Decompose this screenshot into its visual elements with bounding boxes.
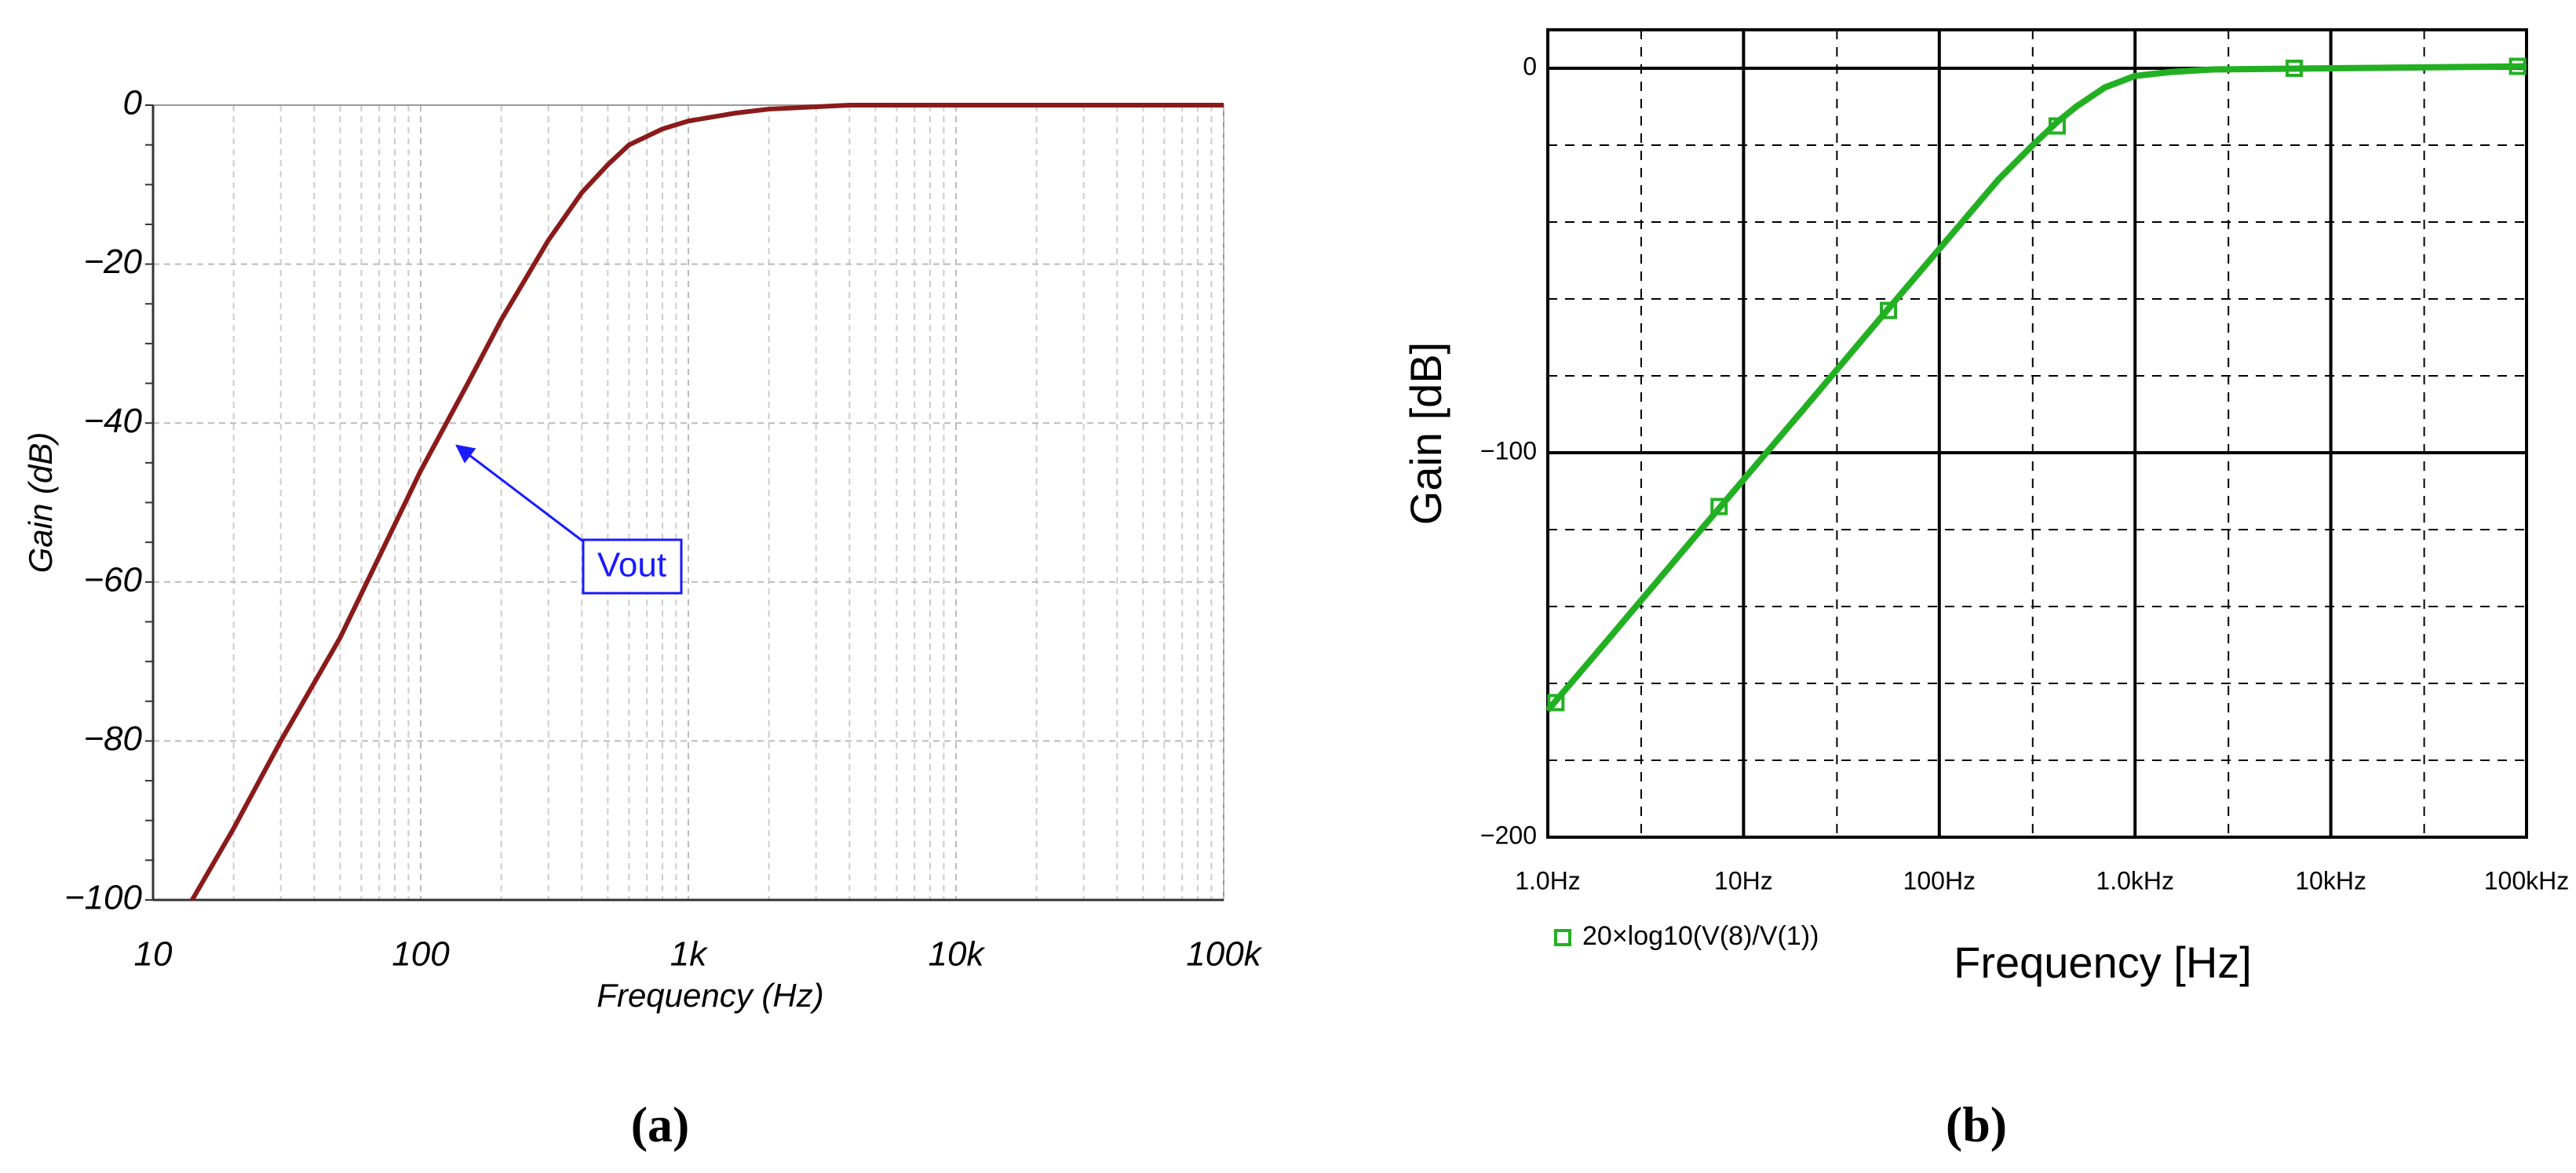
x-tick-label: 1.0kHz [2096,866,2174,894]
x-tick-label: 10kHz [2295,866,2366,894]
y-tick-label: −80 [83,719,142,758]
x-tick-label: 100Hz [1903,866,1976,894]
y-axis-label: Gain (dB) [22,432,59,574]
y-tick-label: 0 [123,84,143,122]
x-tick-label: 1.0Hz [1515,866,1581,894]
marker [2048,117,2066,135]
legend-marker [1554,929,1571,946]
caption: (b) [1946,1097,2007,1153]
x-tick-label: 10k [929,935,986,974]
x-tick-label: 100k [1186,935,1262,974]
y-tick-label: −100 [64,879,143,917]
chart: 10 100 1k 10k 100k −100 −80 −60 −40 −20 0 Frequency… [22,84,1263,1153]
annotation: Vout [597,546,666,585]
y-axis-label: Gain [dB] [1401,342,1450,525]
marker [1547,694,1565,712]
series-line [1545,63,2527,712]
legend-label: 20×log10(V(8)/V(1)) [1582,921,1819,951]
marker [2508,57,2527,75]
marker [1880,301,1898,319]
y-tick-label: −60 [83,560,142,599]
chart: 1.0Hz 10Hz 100Hz 1.0kHz 10kHz 100kHz −200 −100 0… [1401,28,2570,1153]
plot-frame [1546,28,2528,839]
y-tick-label: −40 [83,402,142,440]
series-line [190,103,1224,902]
y-tick-label: −20 [83,242,142,281]
marker [2285,60,2303,77]
x-tick-label: 100 [392,935,450,974]
x-axis-label: Frequency [Hz] [1954,938,2252,987]
caption: (a) [631,1097,690,1153]
annotation-arrow [455,444,584,543]
y-tick-label: 0 [1523,52,1537,80]
x-tick-label: 100kHz [2484,866,2570,894]
y-tick-label: −100 [1480,436,1537,464]
x-tick-label: 1k [670,935,708,974]
x-tick-label: 10Hz [1714,866,1773,894]
marker [1710,497,1728,515]
annotation-box [582,538,683,595]
x-axis-label: Frequency (Hz) [597,977,823,1014]
y-tick-label: −200 [1480,821,1537,849]
x-tick-label: 10 [134,935,173,974]
plot-area [1547,29,2527,838]
